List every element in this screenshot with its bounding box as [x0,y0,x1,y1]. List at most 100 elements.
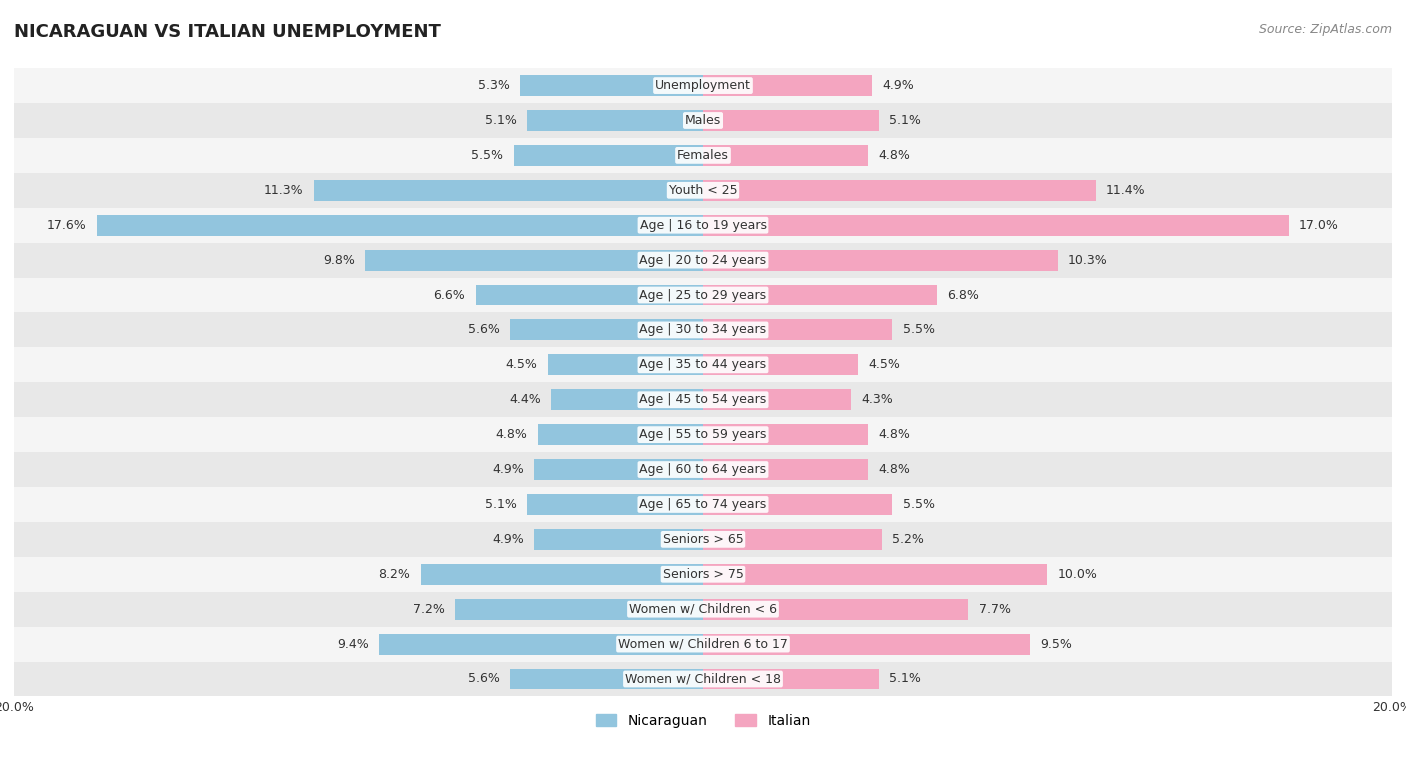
Text: 4.5%: 4.5% [506,358,537,372]
Bar [703,529,882,550]
Text: 4.9%: 4.9% [882,79,914,92]
Bar [703,564,1047,584]
Text: 4.8%: 4.8% [879,428,911,441]
Bar [548,354,703,375]
Text: Age | 60 to 64 years: Age | 60 to 64 years [640,463,766,476]
Text: Unemployment: Unemployment [655,79,751,92]
Text: Women w/ Children < 6: Women w/ Children < 6 [628,603,778,615]
Bar [534,459,703,480]
Text: 5.1%: 5.1% [889,672,921,686]
Bar [475,285,703,306]
Bar [14,522,1392,557]
Text: 10.3%: 10.3% [1069,254,1108,266]
Bar [703,599,969,620]
Text: 6.8%: 6.8% [948,288,980,301]
Text: 8.2%: 8.2% [378,568,411,581]
Bar [14,382,1392,417]
Text: 4.8%: 4.8% [495,428,527,441]
Text: Females: Females [678,149,728,162]
Bar [14,207,1392,243]
Text: Youth < 25: Youth < 25 [669,184,737,197]
Text: 5.6%: 5.6% [468,672,499,686]
Text: 9.4%: 9.4% [337,637,368,650]
Bar [703,250,1057,270]
Bar [14,278,1392,313]
Bar [703,75,872,96]
Bar [703,110,879,131]
Text: 6.6%: 6.6% [433,288,465,301]
Bar [14,313,1392,347]
Bar [14,487,1392,522]
Bar [527,110,703,131]
Text: Source: ZipAtlas.com: Source: ZipAtlas.com [1258,23,1392,36]
Text: NICARAGUAN VS ITALIAN UNEMPLOYMENT: NICARAGUAN VS ITALIAN UNEMPLOYMENT [14,23,441,41]
Bar [14,557,1392,592]
Text: 5.3%: 5.3% [478,79,510,92]
Text: 4.9%: 4.9% [492,463,524,476]
Bar [510,668,703,690]
Bar [703,319,893,341]
Bar [703,215,1289,235]
Bar [703,145,869,166]
Text: 17.6%: 17.6% [46,219,86,232]
Text: Women w/ Children 6 to 17: Women w/ Children 6 to 17 [619,637,787,650]
Text: Women w/ Children < 18: Women w/ Children < 18 [626,672,780,686]
Text: Seniors > 65: Seniors > 65 [662,533,744,546]
Bar [14,627,1392,662]
Bar [703,424,869,445]
Bar [14,138,1392,173]
Text: Age | 55 to 59 years: Age | 55 to 59 years [640,428,766,441]
Text: 11.4%: 11.4% [1107,184,1146,197]
Text: 7.7%: 7.7% [979,603,1011,615]
Text: 4.8%: 4.8% [879,149,911,162]
Text: 4.4%: 4.4% [509,393,541,407]
Text: 10.0%: 10.0% [1057,568,1098,581]
Text: 5.6%: 5.6% [468,323,499,336]
Bar [97,215,703,235]
Text: 9.5%: 9.5% [1040,637,1073,650]
Bar [366,250,703,270]
Bar [14,347,1392,382]
Text: 5.5%: 5.5% [903,498,935,511]
Bar [703,180,1095,201]
Legend: Nicaraguan, Italian: Nicaraguan, Italian [591,709,815,734]
Bar [527,494,703,515]
Bar [14,243,1392,278]
Bar [380,634,703,655]
Text: Seniors > 75: Seniors > 75 [662,568,744,581]
Bar [14,417,1392,452]
Bar [14,103,1392,138]
Bar [703,494,893,515]
Bar [14,68,1392,103]
Text: Age | 65 to 74 years: Age | 65 to 74 years [640,498,766,511]
Bar [14,662,1392,696]
Text: 7.2%: 7.2% [413,603,444,615]
Text: 9.8%: 9.8% [323,254,356,266]
Text: Males: Males [685,114,721,127]
Bar [703,459,869,480]
Bar [456,599,703,620]
Text: Age | 16 to 19 years: Age | 16 to 19 years [640,219,766,232]
Bar [510,319,703,341]
Bar [513,145,703,166]
Bar [14,592,1392,627]
Text: 17.0%: 17.0% [1299,219,1339,232]
Bar [534,529,703,550]
Text: 5.5%: 5.5% [903,323,935,336]
Bar [703,285,938,306]
Text: 4.9%: 4.9% [492,533,524,546]
Bar [703,389,851,410]
Bar [537,424,703,445]
Text: 4.5%: 4.5% [869,358,900,372]
Text: Age | 30 to 34 years: Age | 30 to 34 years [640,323,766,336]
Text: 5.1%: 5.1% [889,114,921,127]
Text: Age | 45 to 54 years: Age | 45 to 54 years [640,393,766,407]
Bar [703,354,858,375]
Bar [314,180,703,201]
Text: 5.1%: 5.1% [485,498,517,511]
Bar [520,75,703,96]
Text: Age | 25 to 29 years: Age | 25 to 29 years [640,288,766,301]
Text: Age | 35 to 44 years: Age | 35 to 44 years [640,358,766,372]
Text: 11.3%: 11.3% [264,184,304,197]
Text: 5.5%: 5.5% [471,149,503,162]
